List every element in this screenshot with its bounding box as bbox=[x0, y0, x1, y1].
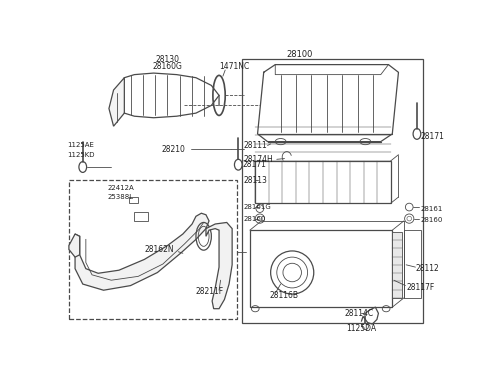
Bar bbox=[134, 212, 148, 221]
Polygon shape bbox=[206, 223, 232, 309]
Text: 28171: 28171 bbox=[421, 132, 444, 141]
Text: 28111: 28111 bbox=[244, 141, 267, 150]
Text: 28130: 28130 bbox=[156, 55, 180, 64]
Text: 28160: 28160 bbox=[421, 217, 443, 223]
Bar bbox=[69, 180, 237, 319]
Text: 1125DA: 1125DA bbox=[346, 324, 376, 333]
Text: 28114C: 28114C bbox=[345, 309, 374, 318]
Text: 28210: 28210 bbox=[161, 145, 185, 154]
Text: 1125KD: 1125KD bbox=[67, 152, 95, 158]
Text: 28117F: 28117F bbox=[406, 284, 434, 293]
Polygon shape bbox=[69, 234, 80, 257]
Text: 28100: 28100 bbox=[287, 50, 313, 59]
Bar bbox=[404, 230, 421, 298]
Text: 28160G: 28160G bbox=[153, 62, 182, 71]
Text: 25388L: 25388L bbox=[108, 194, 133, 200]
Text: 28174H: 28174H bbox=[244, 155, 274, 164]
Bar bbox=[255, 161, 391, 203]
Text: 28161: 28161 bbox=[421, 206, 443, 212]
Text: 28211F: 28211F bbox=[196, 287, 224, 296]
Text: 28112: 28112 bbox=[415, 264, 439, 273]
Polygon shape bbox=[75, 213, 209, 290]
Text: 28171: 28171 bbox=[242, 160, 266, 169]
Polygon shape bbox=[109, 78, 124, 126]
Bar bbox=[250, 230, 392, 307]
Bar bbox=[129, 197, 138, 203]
Text: 28160: 28160 bbox=[244, 215, 266, 222]
Text: 28113: 28113 bbox=[244, 176, 267, 184]
Text: 22412A: 22412A bbox=[108, 185, 134, 191]
Text: 1125AE: 1125AE bbox=[67, 143, 94, 149]
Text: 1471NC: 1471NC bbox=[219, 62, 249, 71]
Bar bbox=[242, 59, 423, 322]
Text: 28116B: 28116B bbox=[269, 291, 298, 300]
Text: 28162N: 28162N bbox=[144, 245, 174, 254]
Text: 28161G: 28161G bbox=[244, 204, 272, 210]
Bar bbox=[392, 232, 402, 298]
